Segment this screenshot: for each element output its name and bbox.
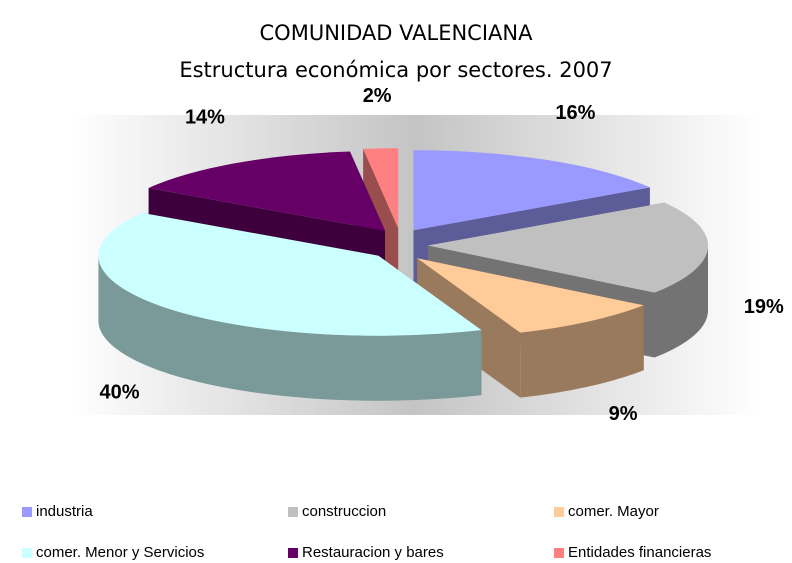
slice-side bbox=[520, 305, 644, 398]
slice-side bbox=[654, 245, 708, 358]
pie-slice bbox=[417, 258, 644, 333]
data-label: 19% bbox=[744, 296, 784, 318]
legend-label: Restauracion y bares bbox=[302, 544, 444, 561]
slice-side bbox=[363, 148, 399, 294]
legend-label: Entidades financieras bbox=[568, 544, 711, 561]
chart-subtitle: Estructura económica por sectores. 2007 bbox=[179, 58, 612, 82]
pie-slice bbox=[148, 151, 385, 231]
data-label: 9% bbox=[609, 403, 638, 425]
pie-slice bbox=[363, 148, 399, 229]
data-label: 2% bbox=[363, 85, 392, 107]
legend-label: comer. Menor y Servicios bbox=[36, 544, 204, 561]
chart-title: COMUNIDAD VALENCIANA bbox=[260, 21, 534, 45]
pie-slice bbox=[413, 150, 650, 231]
data-label: 16% bbox=[555, 102, 595, 124]
legend-swatch bbox=[288, 548, 298, 558]
slice-side bbox=[98, 255, 482, 401]
legend-swatch bbox=[22, 548, 32, 558]
legend-swatch bbox=[288, 507, 298, 517]
legend-swatch bbox=[22, 507, 32, 517]
pie-slice bbox=[98, 212, 482, 336]
pie-slice bbox=[427, 202, 708, 293]
legend-label: comer. Mayor bbox=[568, 503, 659, 520]
data-label: 14% bbox=[185, 106, 225, 128]
legend-label: industria bbox=[36, 503, 93, 520]
legend-swatch bbox=[554, 507, 564, 517]
legend-label: construccion bbox=[302, 503, 386, 520]
legend-swatch bbox=[554, 548, 564, 558]
data-label: 40% bbox=[100, 382, 140, 404]
